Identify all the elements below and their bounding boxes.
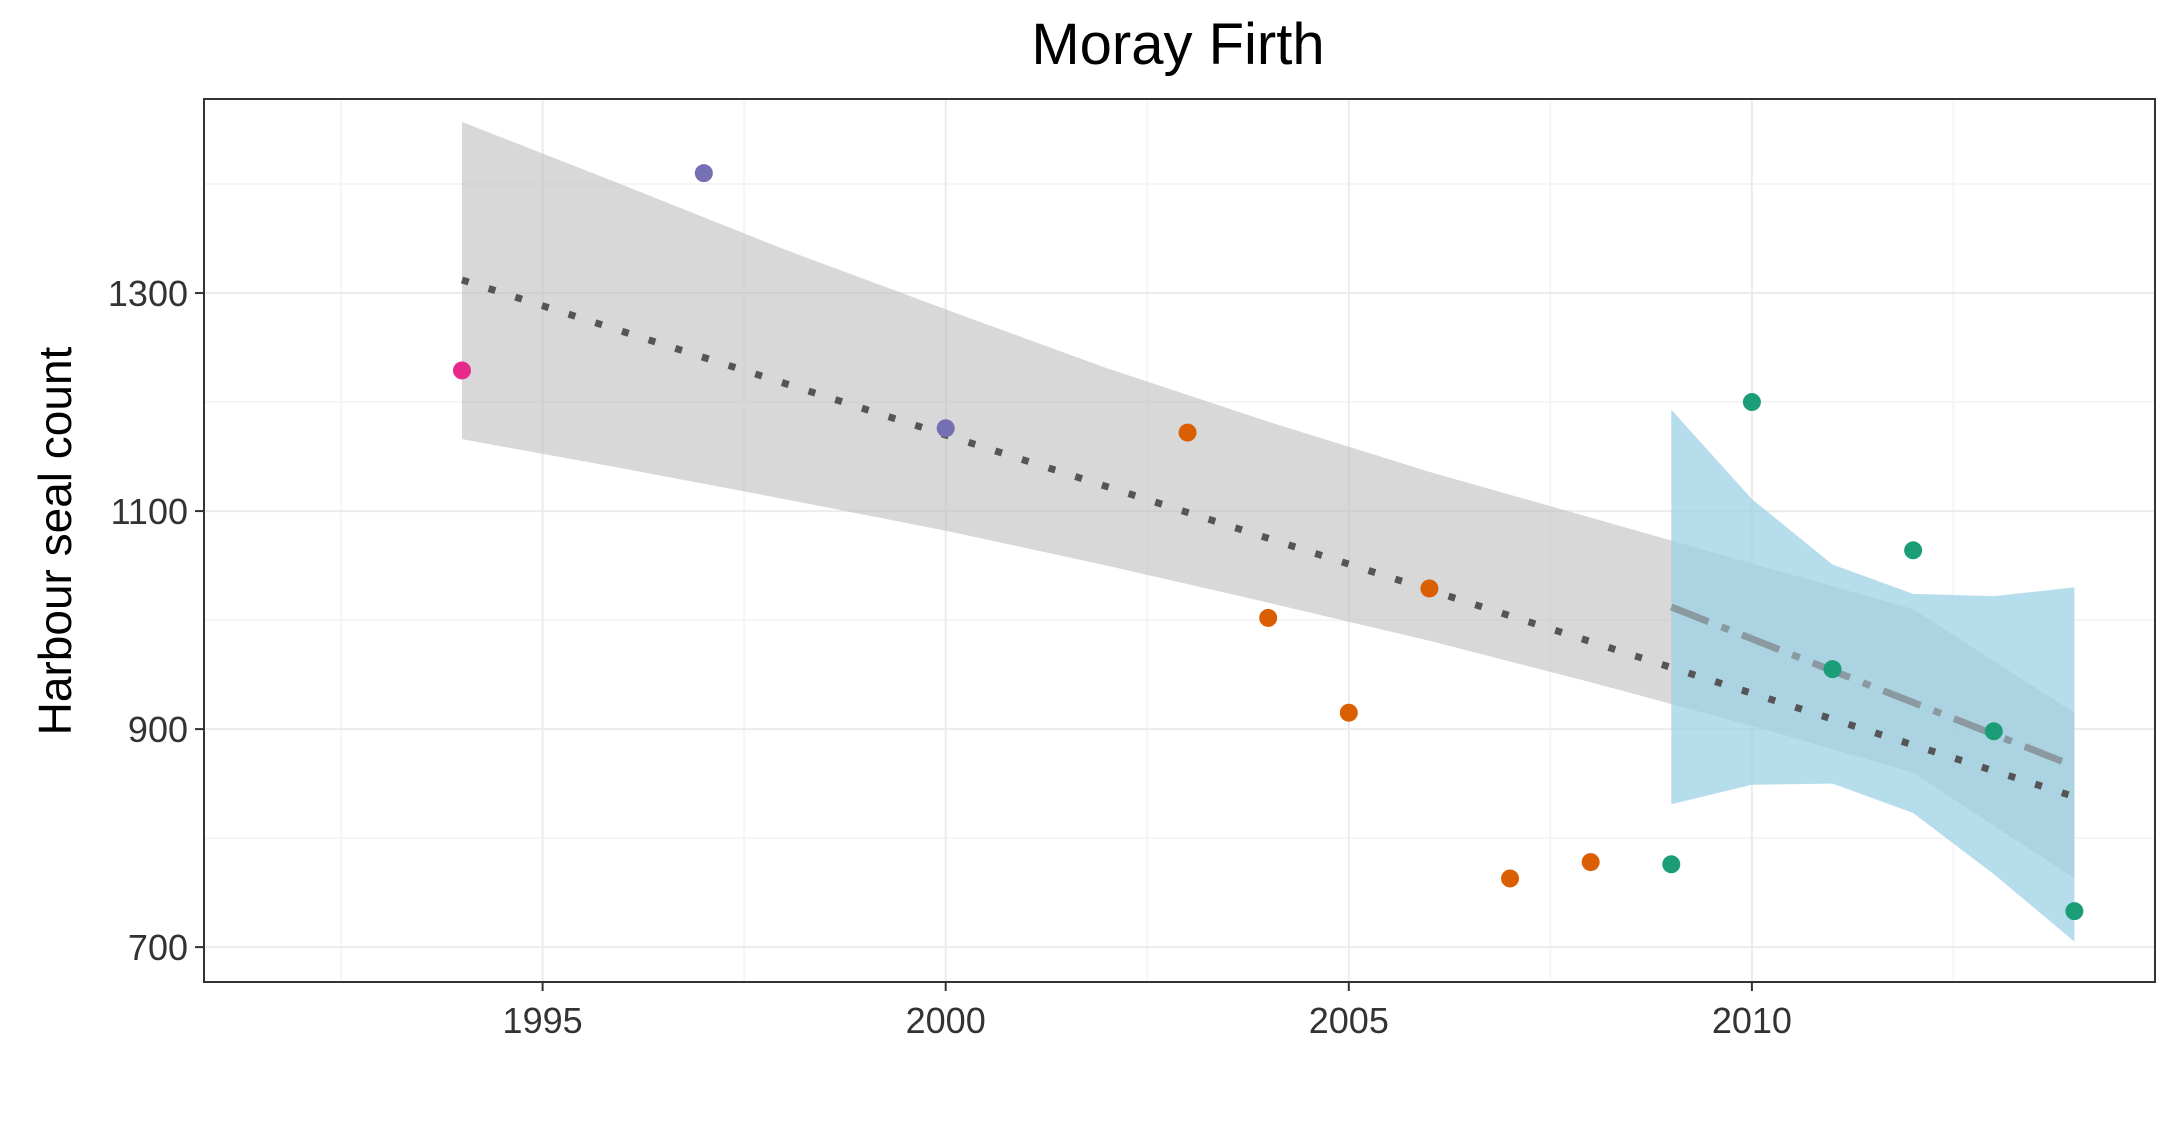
y-tick-label: 1300 bbox=[108, 273, 188, 314]
x-tick-label: 1995 bbox=[503, 1000, 583, 1041]
trend-line-recent bbox=[1669, 603, 2076, 770]
y-tick-label: 900 bbox=[128, 709, 188, 750]
data-point-2003-2008 bbox=[1178, 423, 1197, 442]
x-tick-label: 2000 bbox=[906, 1000, 986, 1041]
data-point-1994 bbox=[452, 361, 471, 380]
x-tick-label: 2005 bbox=[1309, 1000, 1389, 1041]
y-tick-label: 700 bbox=[128, 927, 188, 968]
data-point-2003-2008 bbox=[1259, 608, 1278, 627]
data-point-2009-2014 bbox=[1742, 393, 1761, 412]
data-point-2009-2014 bbox=[2065, 902, 2084, 921]
axes: 1995 2000 2005 2010 700 900 1100 1300 bbox=[108, 273, 1792, 1041]
confidence-ribbons bbox=[461, 121, 2075, 942]
confidence-ribbon-recent bbox=[1671, 409, 2075, 942]
data-point-2009-2014 bbox=[1662, 855, 1681, 874]
data-point-2009-2014 bbox=[1823, 660, 1842, 679]
data-point-1997-2000 bbox=[694, 164, 713, 183]
trend-line-overall bbox=[460, 276, 2076, 801]
panel-border bbox=[203, 98, 2156, 983]
trend-lines bbox=[460, 276, 2076, 801]
data-point-2003-2008 bbox=[1581, 853, 1600, 872]
data-point-2009-2014 bbox=[1904, 541, 1923, 560]
data-point-2009-2014 bbox=[1984, 722, 2003, 741]
data-point-2003-2008 bbox=[1420, 579, 1439, 598]
data-point-1997-2000 bbox=[936, 419, 955, 438]
data-point-2003-2008 bbox=[1501, 869, 1520, 888]
y-tick-label: 1100 bbox=[111, 491, 188, 532]
y-axis-title: Harbour seal count bbox=[29, 346, 81, 735]
data-points bbox=[452, 164, 2084, 921]
chart-title: Moray Firth bbox=[1031, 12, 1324, 77]
data-point-2003-2008 bbox=[1339, 703, 1358, 722]
x-tick-label: 2010 bbox=[1712, 1000, 1792, 1041]
